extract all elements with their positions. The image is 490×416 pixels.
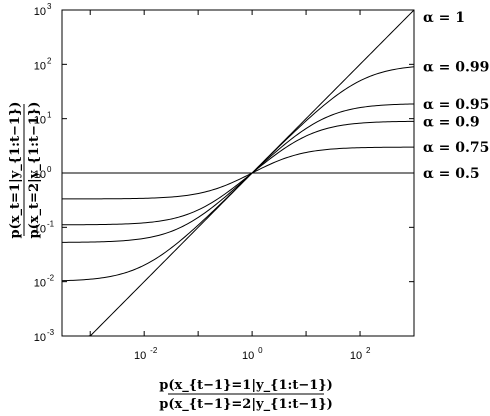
x-tick-exponent-1: 0 <box>258 346 263 355</box>
series-label-2: α = 0.95 <box>423 97 489 113</box>
series-label-3: α = 0.9 <box>423 114 480 130</box>
y-tick-exponent-2: -1 <box>47 219 55 228</box>
series-label-4: α = 0.75 <box>423 140 489 156</box>
y-axis-label: p(x_t=1|y_{1:t−1}) p(x_t=2|y_{1:t−1}) <box>8 102 42 239</box>
x-tick-exponent-0: -2 <box>150 346 158 355</box>
y-tick-label-3: 10 <box>34 169 46 181</box>
y-tick-label-0: 10 <box>34 332 46 344</box>
series-group <box>61 9 415 337</box>
series-label-1: α = 0.99 <box>423 60 489 76</box>
y-tick-exponent-4: 1 <box>47 111 52 120</box>
series-line-4 <box>62 146 415 200</box>
y-axis-label-denominator: p(x_t=2|y_{1:t−1}) <box>27 102 42 239</box>
y-tick-label-6: 10 <box>34 6 46 18</box>
x-ticks: 10 -2 10 0 10 2 <box>89 10 415 362</box>
y-tick-exponent-1: -2 <box>47 274 55 283</box>
x-tick-label-2: 10 <box>350 350 362 362</box>
series-label-5: α = 0.5 <box>423 166 480 182</box>
series-labels: α = 1 α = 0.99 α = 0.95α = 0.9 α = 0.75 α = … <box>423 10 489 182</box>
x-tick-label-0: 10 <box>134 350 146 362</box>
x-axis-label-denominator: p(x_{t−1}=2|y_{1:t−1}) <box>159 397 333 412</box>
series-line-3 <box>62 120 415 226</box>
x-axis-label-numerator: p(x_{t−1}=1|y_{1:t−1}) <box>159 378 333 393</box>
y-tick-label-5: 10 <box>34 60 46 72</box>
y-tick-label-1: 10 <box>34 278 46 290</box>
x-axis-label: p(x_{t−1}=1|y_{1:t−1}) p(x_{t−1}=2|y_{1:… <box>159 378 333 412</box>
y-tick-label-2: 10 <box>34 223 46 235</box>
y-tick-exponent-3: 0 <box>47 165 52 174</box>
series-label-0: α = 1 <box>423 10 465 26</box>
y-tick-label-4: 10 <box>34 115 46 127</box>
series-line-2 <box>61 103 415 243</box>
y-tick-exponent-6: 3 <box>47 2 52 11</box>
y-tick-exponent-5: 2 <box>47 56 52 65</box>
x-tick-label-1: 10 <box>242 350 254 362</box>
series-line-1 <box>61 66 415 282</box>
y-tick-exponent-0: -3 <box>47 328 55 337</box>
x-tick-exponent-2: 2 <box>366 346 371 355</box>
y-axis-label-numerator: p(x_t=1|y_{1:t−1}) <box>8 102 23 239</box>
